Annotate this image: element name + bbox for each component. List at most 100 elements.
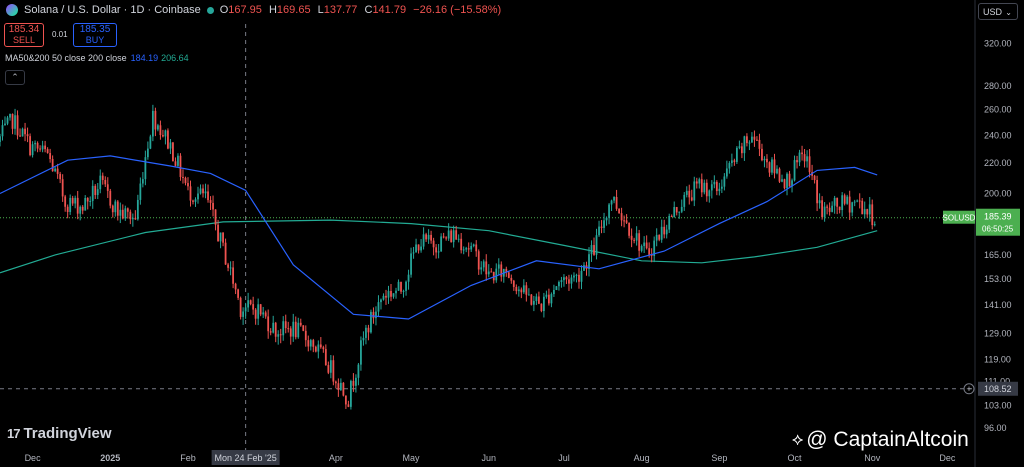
candle-body: [838, 206, 841, 211]
candle-body: [450, 230, 453, 243]
x-tick-label: Jun: [481, 453, 496, 463]
tradingview-logo[interactable]: 17 TradingView: [7, 425, 112, 442]
candle-body: [26, 134, 29, 137]
candle-body: [743, 136, 746, 154]
plus-icon-glyph: +: [966, 384, 971, 394]
ma-indicator-label: MA50&200 50 close 200 close: [5, 53, 127, 63]
candle-body: [623, 220, 626, 222]
candle-body: [317, 344, 320, 352]
candle-body: [608, 204, 610, 218]
candle-body: [818, 200, 821, 204]
candle-body: [593, 245, 595, 255]
ma200-value: 206.64: [161, 53, 189, 63]
chevron-up-icon[interactable]: ⌃: [5, 70, 25, 85]
candle-body: [382, 295, 385, 300]
candle-body: [675, 207, 678, 213]
candle-body: [24, 128, 26, 135]
candle-body: [21, 128, 24, 137]
candle-body: [61, 179, 64, 197]
candle-body: [783, 179, 786, 189]
candle-body: [728, 163, 731, 169]
candle-body: [678, 211, 681, 213]
crosshair-date-label: Mon 24 Feb '25: [214, 453, 276, 463]
candle-body: [339, 382, 342, 390]
candle-body: [375, 311, 377, 319]
candle-body: [713, 181, 716, 185]
candle-body: [590, 245, 593, 255]
candle-body: [452, 230, 455, 243]
price-axis[interactable]: 320.00 280.00 260.00 240.00 220.00 200.00 165.…: [974, 0, 1012, 467]
candle-body: [106, 184, 109, 191]
candle-body: [537, 296, 540, 304]
candle-body: [761, 148, 763, 161]
candle-body: [477, 251, 480, 270]
candle-body: [688, 190, 691, 198]
candle-body: [693, 181, 696, 201]
candle-body: [595, 235, 598, 255]
candle-body: [525, 285, 528, 295]
candle-body: [442, 236, 445, 238]
currency-selector[interactable]: USD ⌄: [978, 3, 1018, 20]
price-badge-value: 185.39: [984, 212, 1012, 222]
candle-body: [766, 158, 768, 163]
candle-body: [635, 233, 638, 241]
candle-body: [568, 279, 570, 284]
candle-body: [309, 340, 312, 347]
candle-body: [327, 365, 330, 373]
candle-body: [462, 249, 465, 251]
y-tick-label: 280.00: [984, 81, 1012, 91]
candle-body: [214, 209, 217, 225]
candle-body: [199, 188, 202, 194]
candle-body: [763, 158, 766, 161]
candle-body: [650, 254, 653, 256]
candle-body: [390, 290, 392, 297]
candle-body: [146, 148, 149, 158]
candle-body: [244, 307, 247, 312]
candle-body: [427, 234, 430, 240]
ma50-value: 184.19: [130, 53, 159, 63]
ma-indicator-legend[interactable]: MA50&200 50 close 200 close 184.19 206.64: [5, 53, 189, 63]
crosshair-price-label: 108.52: [984, 384, 1012, 394]
candle-body: [866, 209, 869, 215]
candle-body: [254, 309, 257, 319]
candle-body: [868, 204, 871, 215]
candle-body: [151, 110, 154, 137]
candle-body: [801, 152, 803, 155]
candle-body: [124, 208, 127, 219]
candle-body: [833, 197, 836, 206]
candle-body: [0, 136, 1, 142]
candle-body: [788, 173, 791, 187]
close-value: 141.79: [372, 4, 407, 16]
buy-button[interactable]: 185.35 BUY: [73, 23, 117, 47]
candle-body: [239, 297, 242, 317]
candle-body: [430, 234, 433, 241]
candle-body: [16, 115, 19, 136]
candle-body: [144, 157, 147, 180]
candle-body: [705, 182, 708, 197]
candle-body: [828, 207, 831, 212]
candle-body: [402, 290, 405, 292]
candle-body: [738, 146, 741, 148]
candle-body: [756, 139, 758, 141]
candle-body: [307, 340, 310, 347]
candle-body: [588, 254, 590, 269]
candle-body: [126, 208, 129, 212]
x-tick-label: Nov: [864, 453, 881, 463]
candle-body: [700, 179, 703, 193]
candle-body: [510, 277, 513, 281]
time-axis[interactable]: Dec 2025 Feb Apr May Jun Jul Aug Sep Oct Nov Dec: [25, 453, 956, 463]
candle-body: [365, 327, 367, 338]
candle-body: [455, 230, 458, 240]
symbol-badge: [943, 210, 975, 224]
y-tick-label: 200.00: [984, 188, 1012, 198]
candle-body: [71, 197, 74, 204]
candle-body: [467, 248, 470, 250]
candle-body: [167, 130, 169, 149]
candle-body: [735, 147, 738, 162]
symbol-title[interactable]: Solana / U.S. Dollar · 1D · Coinbase: [24, 4, 201, 16]
sell-button[interactable]: 185.34 SELL: [4, 23, 44, 47]
candle-body: [515, 286, 518, 292]
candle-body: [751, 136, 753, 143]
candle-body: [141, 179, 144, 184]
